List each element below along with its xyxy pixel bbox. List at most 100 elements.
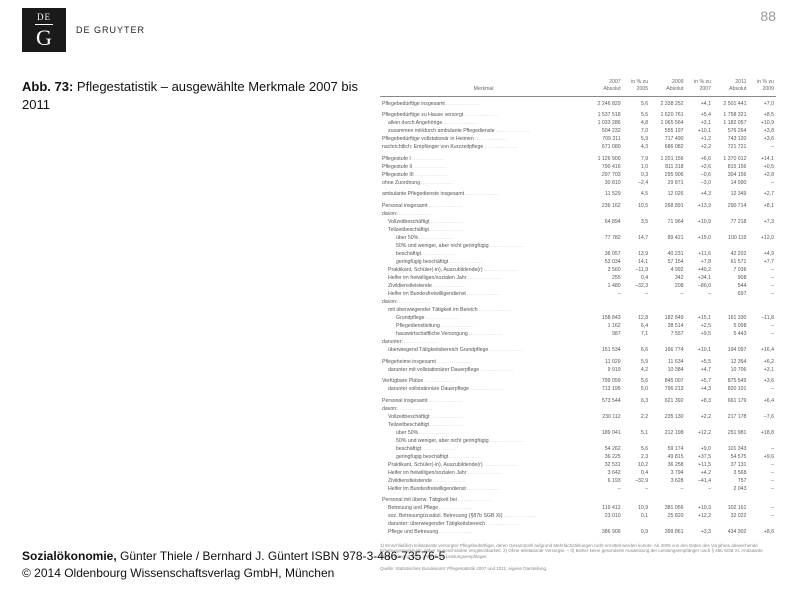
cell: 504 232 [587, 128, 622, 136]
row-label: zusammen mit/durch ambulante Pflegediens… [380, 128, 587, 136]
table-row: Pflegebedürftige zu Hause versorgt1 537 … [380, 108, 776, 120]
cell: +7,7 [748, 258, 776, 266]
cell: +15,1 [686, 314, 713, 322]
cell [748, 242, 776, 250]
cell: 54 575 [713, 453, 748, 461]
table-row: Pflegeheime insgesamt11 0295,911 634+5,5… [380, 355, 776, 367]
cell: 212 198 [650, 429, 685, 437]
cell: 0,1 [623, 513, 650, 521]
cell: +7,0 [748, 96, 776, 108]
cell: 573 544 [587, 394, 622, 406]
cell [650, 338, 685, 346]
cell: 32 022 [713, 513, 748, 521]
cell: – [650, 485, 685, 493]
row-label: Praktikant, Schüler(-in), Auszubildende(… [380, 266, 587, 274]
col-2009: 2009Absolut [650, 78, 685, 96]
cell: 5,9 [623, 355, 650, 367]
cell: – [686, 290, 713, 298]
book-authors-isbn: Günter Thiele / Bernhard J. Güntert ISBN… [120, 549, 445, 563]
book-title: Sozialökonomie, [22, 549, 117, 563]
cell: – [686, 485, 713, 493]
cell: 100 119 [713, 234, 748, 242]
cell: 6,4 [623, 322, 650, 330]
cell: +3,1 [686, 120, 713, 128]
cell: +9,5 [686, 330, 713, 338]
cell: 49 815 [650, 453, 685, 461]
table-row: ambulante Pflegedienste insgesamt11 5294… [380, 187, 776, 199]
row-label: Pflegebedürftige zu Hause versorgt [380, 108, 587, 120]
publisher-name: DE GRUYTER [76, 25, 145, 35]
cell [623, 437, 650, 445]
cell: – [650, 290, 685, 298]
cell [686, 405, 713, 413]
cell: 1 620 761 [650, 108, 685, 120]
cell: 119 412 [587, 505, 622, 513]
table-row: soz. Betreuung/zusätzl. Betreuung (§87b … [380, 513, 776, 521]
row-label: Pflegestufe I [380, 152, 587, 164]
cell: +10,9 [686, 218, 713, 226]
table-row: mit überwiegender Tätigkeit im Bereich [380, 306, 776, 314]
cell: 987 [587, 330, 622, 338]
table-row: 50% und weniger, aber nicht geringfügig [380, 437, 776, 445]
row-label: darunter: [380, 338, 587, 346]
cell: 13,9 [623, 250, 650, 258]
cell: 3 794 [650, 469, 685, 477]
table-row: ohne Zuordnung30 810–2,429 871–3,014 990… [380, 179, 776, 187]
row-label: Betreuung und Pflege [380, 505, 587, 513]
cell: +14,1 [748, 152, 776, 164]
cell [686, 306, 713, 314]
cell: – [748, 330, 776, 338]
cell [748, 298, 776, 306]
row-label: Helfer im Bundesfreiwilligendienst [380, 290, 587, 298]
cell: +4,3 [686, 187, 713, 199]
cell: +2,2 [686, 144, 713, 152]
cell: 38 514 [650, 322, 685, 330]
cell: – [587, 290, 622, 298]
cell: 7 557 [650, 330, 685, 338]
cell: 799 059 [587, 374, 622, 386]
cell: – [748, 290, 776, 298]
cell [587, 405, 622, 413]
cell [748, 210, 776, 218]
row-label: Vollzeitbeschäftigt [380, 413, 587, 421]
cell: 811 318 [650, 163, 685, 171]
cell: – [623, 290, 650, 298]
row-label: ohne Zuordnung [380, 179, 587, 187]
cell: 4 992 [650, 266, 685, 274]
cell: 399 861 [650, 529, 685, 537]
cell: +3,6 [748, 374, 776, 386]
cell [623, 521, 650, 529]
cell: 434 302 [713, 529, 748, 537]
cell [686, 298, 713, 306]
cell: +8,1 [748, 199, 776, 211]
cell [748, 405, 776, 413]
cell [713, 421, 748, 429]
cell: 0,4 [623, 274, 650, 282]
cell: 713 195 [587, 386, 622, 394]
cell: 208 [650, 282, 685, 290]
table-row: Verfügbare Plätze799 0595,6845 007+5,787… [380, 374, 776, 386]
cell: 2 338 252 [650, 96, 685, 108]
cell: +2,6 [686, 163, 713, 171]
table-row: 50% und weniger, aber nicht geringfügig [380, 242, 776, 250]
table-row: Praktikant, Schüler(-in), Auszubildende(… [380, 461, 776, 469]
cell: 295 906 [650, 171, 685, 179]
row-label: Zivildienstleistende [380, 477, 587, 485]
cell: +4,3 [686, 386, 713, 394]
cell: 908 [713, 274, 748, 282]
table-row: darunter: überwiegender Tätigkeitsbereic… [380, 521, 776, 529]
col-pct05: in % zu2005 [623, 78, 650, 96]
cell: – [748, 386, 776, 394]
cell: 53 034 [587, 258, 622, 266]
cell: 2 246 829 [587, 96, 622, 108]
cell: +37,5 [686, 453, 713, 461]
cell [686, 242, 713, 250]
cell: +5,4 [686, 108, 713, 120]
cell: 5,6 [623, 374, 650, 386]
cell: +9,0 [686, 445, 713, 453]
row-label: Helfer im Bundesfreiwilligendienst [380, 485, 587, 493]
cell: 36 057 [587, 250, 622, 258]
row-label: Personal mit überw. Tätigkeit bei [380, 493, 587, 505]
cell: +6,6 [686, 152, 713, 164]
cell [713, 210, 748, 218]
